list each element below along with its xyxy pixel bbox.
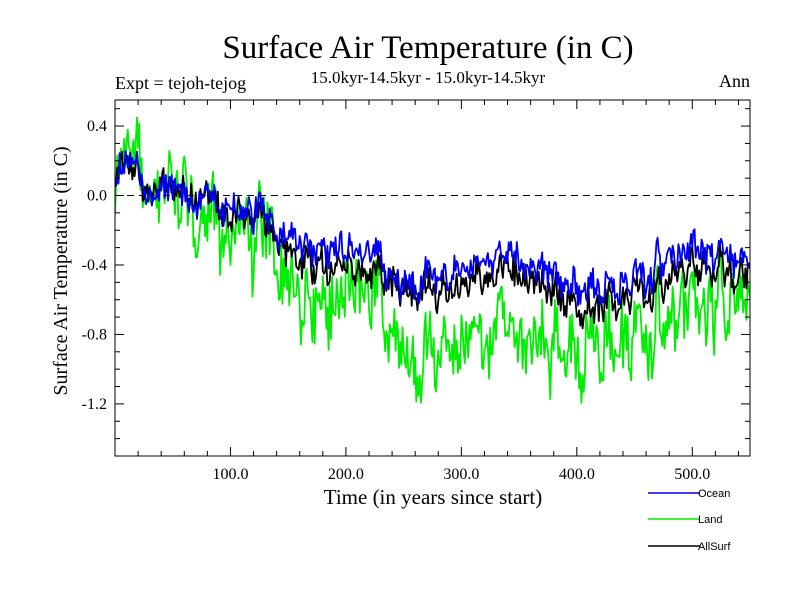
experiment-label: Expt = tejoh-tejog (115, 73, 246, 93)
legend-item-allsurf: AllSurf (648, 541, 731, 553)
chart-title: Surface Air Temperature (in C) (222, 30, 633, 66)
series-line-ocean (115, 149, 750, 307)
series-line-land (115, 116, 750, 404)
legend: Ocean Land AllSurf (648, 488, 731, 553)
y-tick-label: 0.4 (87, 118, 107, 135)
y-axis-label: Surface Air Temperature (in C) (50, 146, 72, 395)
series-layer (115, 116, 750, 404)
y-tick-label: 0.0 (87, 188, 107, 205)
legend-label-land: Land (698, 514, 722, 526)
x-tick-label: 100.0 (212, 466, 248, 483)
y-tick-label: -1.2 (82, 396, 107, 413)
x-axis-label: Time (in years since start) (324, 485, 543, 509)
series-line-allsurf (115, 150, 750, 330)
x-tick-label: 500.0 (674, 466, 710, 483)
x-tick-label: 400.0 (559, 466, 595, 483)
chart-subtitle: 15.0kyr-14.5kyr - 15.0kyr-14.5kyr (311, 68, 546, 87)
legend-label-allsurf: AllSurf (698, 541, 731, 553)
plot-frame (114, 99, 751, 457)
legend-label-ocean: Ocean (698, 488, 730, 500)
period-label: Ann (719, 71, 750, 91)
legend-item-ocean: Ocean (648, 488, 730, 500)
legend-item-land: Land (648, 514, 722, 526)
y-tick-label: -0.4 (82, 257, 107, 274)
y-tick-label: -0.8 (82, 326, 107, 343)
ticks-layer: 100.0 200.0 300.0 400.0 500.0 0.4 0.0 -0.4 -0.8 -… (82, 100, 750, 483)
x-tick-label: 200.0 (328, 466, 364, 483)
x-tick-label: 300.0 (443, 466, 479, 483)
